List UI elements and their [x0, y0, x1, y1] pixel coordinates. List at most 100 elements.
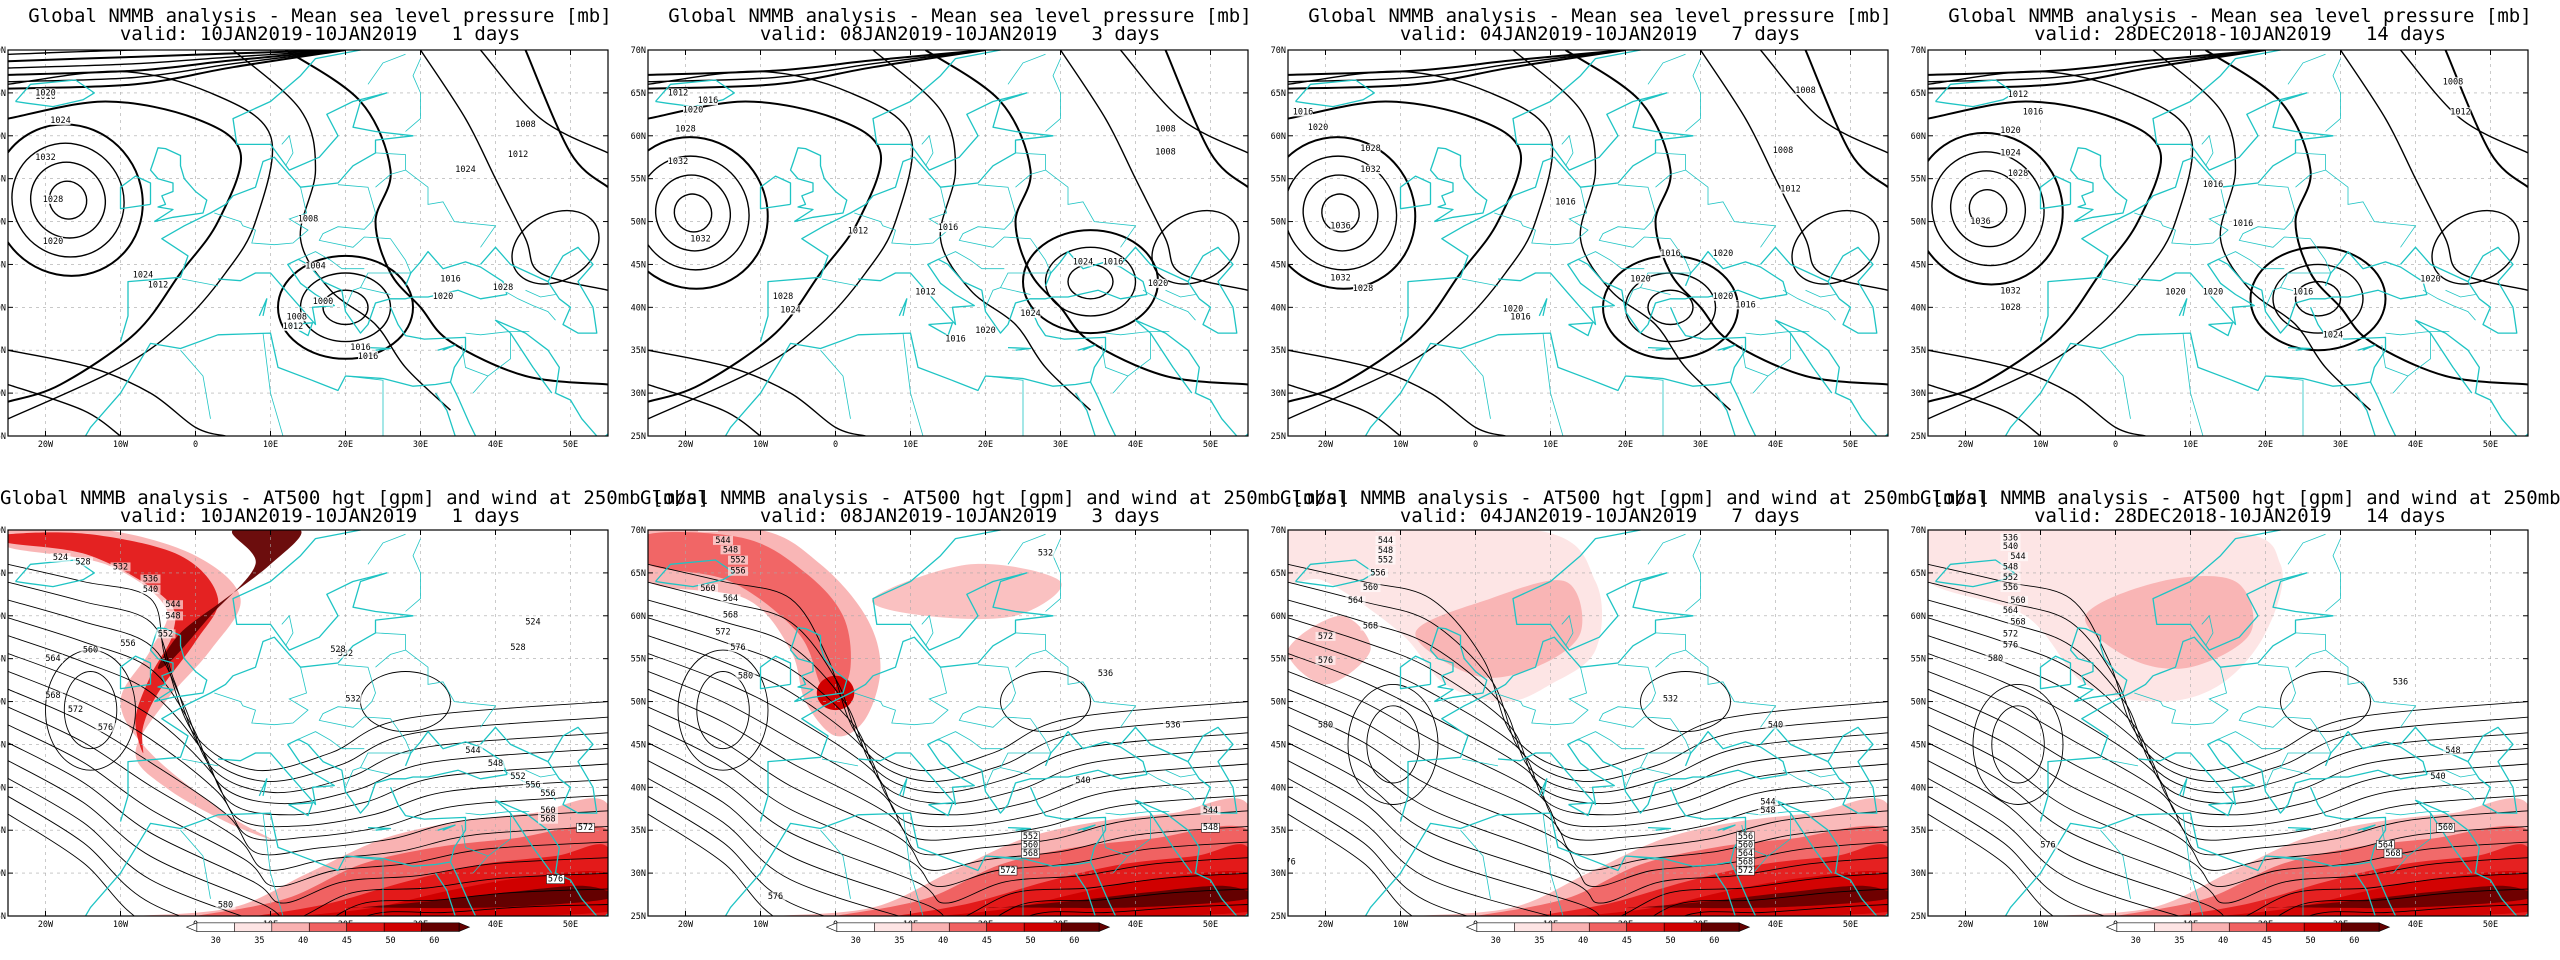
- colorbar-swatch: [383, 922, 422, 932]
- colorbar-swatch: [1551, 922, 1590, 932]
- colorbar-swatch: [1514, 922, 1553, 932]
- isobar-label: 1032: [1330, 274, 1350, 284]
- lat-tick-label: 30N: [1911, 389, 1926, 399]
- colorbar-tick-label: 50: [1025, 936, 1036, 946]
- colorbar-swatch: [911, 922, 950, 932]
- lon-tick-label: 10E: [263, 440, 278, 450]
- mslp-map: 1012101610201024102810361032102810201016…: [1911, 46, 2529, 450]
- isobar: [648, 155, 750, 271]
- colorbar-swatch: [421, 922, 460, 932]
- isobar-label: 1008: [2443, 77, 2463, 87]
- lat-tick-label: 40N: [631, 783, 646, 793]
- lat-tick-label: 45N: [0, 740, 6, 750]
- colorbar-swatch: [196, 922, 235, 932]
- lon-tick-label: 10W: [2033, 920, 2049, 930]
- isobar: [8, 50, 346, 90]
- isobar-label: 1024: [1020, 309, 1040, 319]
- height-label: 528: [75, 557, 90, 567]
- lon-tick-label: 10W: [2033, 440, 2049, 450]
- isobar-label: 1028: [2000, 303, 2020, 313]
- lat-tick-label: 50N: [1911, 218, 1926, 228]
- height-contour: [1288, 813, 1413, 916]
- mslp-panel-7d: Global NMMB analysis - Mean sea level pr…: [1271, 0, 1920, 480]
- isobar-label: 1012: [283, 322, 303, 332]
- isobar-label: 1012: [148, 281, 168, 291]
- isobar-label: 1016: [1735, 300, 1755, 310]
- isobar: [1288, 50, 1626, 90]
- height-label: 556: [730, 567, 745, 577]
- height-label: 572: [2003, 629, 2018, 639]
- isobar-label: 1024: [1073, 257, 1093, 267]
- lon-tick-label: 40E: [1768, 920, 1783, 930]
- height-label: 568: [723, 610, 738, 620]
- isobar-label: 1028: [1353, 284, 1373, 294]
- isobar: [1759, 50, 1888, 154]
- wind-shading: [648, 530, 1248, 916]
- lat-tick-label: 30N: [1271, 869, 1286, 879]
- isobar-label: 1020: [975, 326, 995, 336]
- lat-tick-label: 65N: [631, 569, 646, 579]
- isobar: [276, 254, 415, 360]
- wind-speed-area: [2084, 576, 2254, 669]
- isobar: [1647, 289, 1694, 326]
- height-label: 572: [68, 705, 83, 715]
- height-label: 544: [1760, 797, 1775, 807]
- isobar-label: 1032: [690, 234, 710, 244]
- height-label: 552: [730, 556, 745, 566]
- lat-tick-label: 30N: [631, 869, 646, 879]
- height-contour: [8, 670, 608, 841]
- lat-tick-label: 45N: [1911, 740, 1926, 750]
- height-label: 544: [1203, 806, 1218, 816]
- isobar-label: 1016: [2023, 107, 2043, 117]
- colorbar-swatch: [1061, 922, 1100, 932]
- height-label: 576: [2040, 840, 2055, 850]
- height-label: 540: [1768, 720, 1783, 730]
- colorbar-tick-label: 35: [894, 936, 905, 946]
- isobar-label: 1016: [938, 223, 958, 233]
- height-label: 548: [165, 611, 180, 621]
- colorbar-tick-label: 40: [938, 936, 949, 946]
- height-contour: [648, 760, 1248, 916]
- height-contour: [648, 724, 1248, 887]
- isobar-label: 1020: [2000, 126, 2020, 136]
- height-contour: [8, 599, 608, 794]
- isobar-label: 1036: [1330, 221, 1350, 231]
- height-label: 536: [2393, 677, 2408, 687]
- height-contour: [1928, 617, 2528, 805]
- height-contour: [1288, 742, 1888, 904]
- height-label: 548: [1378, 546, 1393, 556]
- height-label: 560: [1023, 840, 1038, 850]
- isobar-label: 1024: [133, 270, 153, 280]
- height-label: 544: [165, 600, 180, 610]
- lat-tick-label: 35N: [1271, 346, 1286, 356]
- lat-tick-label: 60N: [1271, 612, 1286, 622]
- lon-tick-label: 10W: [1393, 440, 1409, 450]
- lon-tick-label: 0: [833, 440, 838, 450]
- colorbar-tick-label: 60: [1069, 936, 1080, 946]
- wind-speed-area: [648, 532, 851, 703]
- isobar: [11, 142, 125, 258]
- height-label: 580: [1988, 654, 2003, 664]
- height-contour: [1288, 688, 1888, 856]
- height-label: 556: [540, 789, 555, 799]
- lon-tick-label: 20W: [678, 440, 694, 450]
- height-contour: [648, 813, 774, 916]
- isobar-label: 1012: [508, 150, 528, 160]
- height-label: 576: [768, 892, 783, 902]
- isobar-label: 1032: [2000, 287, 2020, 297]
- height-label: 540: [700, 523, 715, 533]
- height-label: 572: [1318, 632, 1333, 642]
- lat-tick-label: 35N: [1271, 826, 1286, 836]
- isobar-label: 1020: [1713, 249, 1733, 259]
- lat-tick-label: 60N: [1271, 132, 1286, 142]
- lat-tick-label: 40N: [1911, 783, 1926, 793]
- height-contour: [1640, 671, 1731, 733]
- lat-tick-label: 70N: [1911, 46, 1926, 56]
- height-contour: [8, 563, 608, 772]
- lat-tick-label: 25N: [0, 912, 6, 922]
- height-label: 568: [1738, 858, 1753, 868]
- z500-map: 5405445485525565605645685725765805325405…: [1271, 526, 1889, 930]
- z500-panel-14d: Global NMMB analysis - AT500 hgt [gpm] a…: [1911, 480, 2560, 960]
- isobar: [1288, 383, 1401, 436]
- height-label: 560: [1738, 840, 1753, 850]
